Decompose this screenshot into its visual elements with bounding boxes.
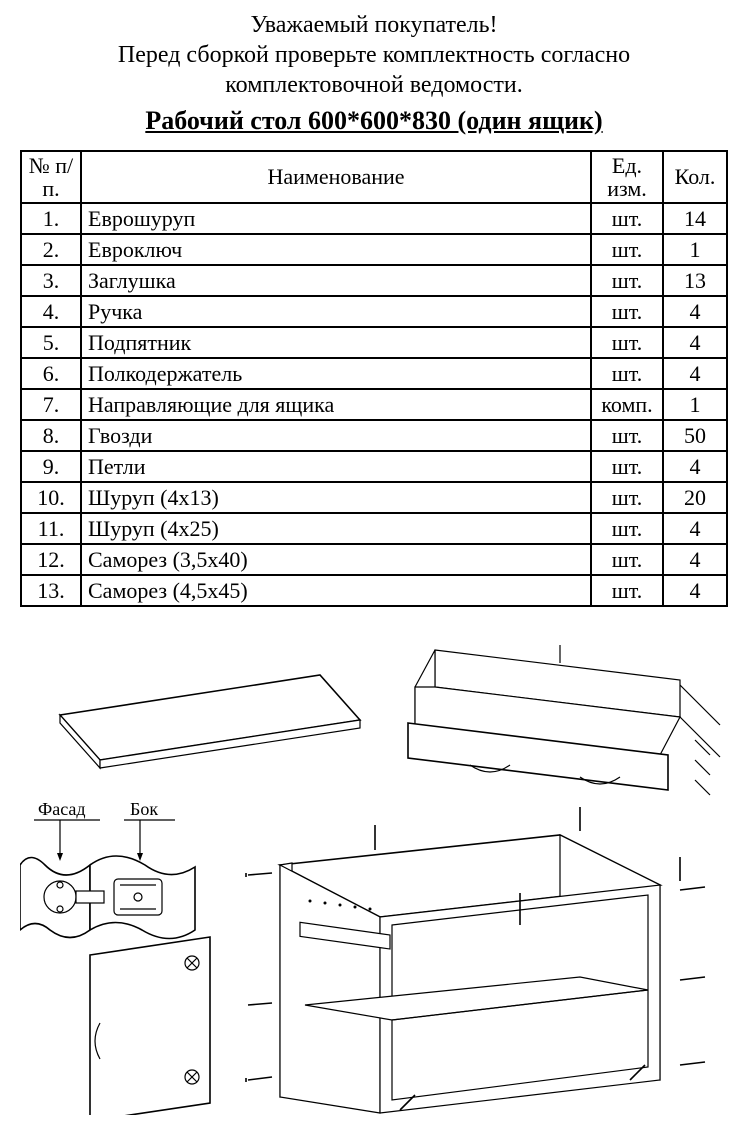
cell-num: 1. (21, 203, 81, 234)
cell-num: 12. (21, 544, 81, 575)
cell-unit: шт. (591, 358, 663, 389)
cell-name: Заглушка (81, 265, 591, 296)
label-side: Бок (130, 799, 158, 819)
cell-unit: шт. (591, 575, 663, 606)
cell-num: 9. (21, 451, 81, 482)
cell-qty: 4 (663, 327, 727, 358)
diagram-tabletop (60, 675, 360, 768)
cell-unit: шт. (591, 482, 663, 513)
cell-unit: шт. (591, 451, 663, 482)
th-num: № п/п. (21, 151, 81, 203)
th-name: Наименование (81, 151, 591, 203)
cell-name: Саморез (3,5х40) (81, 544, 591, 575)
cell-qty: 4 (663, 451, 727, 482)
intro-line-2: Перед сборкой проверьте комплектность со… (20, 40, 728, 70)
cell-name: Еврошуруп (81, 203, 591, 234)
cell-num: 5. (21, 327, 81, 358)
cell-qty: 4 (663, 513, 727, 544)
cell-num: 11. (21, 513, 81, 544)
intro-line-1: Уважаемый покупатель! (20, 10, 728, 40)
cell-num: 2. (21, 234, 81, 265)
diagram-hinge-detail: Фасад Бок (20, 799, 195, 939)
table-row: 11.Шуруп (4х25)шт.4 (21, 513, 727, 544)
cell-unit: шт. (591, 513, 663, 544)
table-row: 3.Заглушкашт.13 (21, 265, 727, 296)
th-qty: Кол. (663, 151, 727, 203)
diagram-cabinet (246, 807, 705, 1113)
table-header-row: № п/п. Наименование Ед. изм. Кол. (21, 151, 727, 203)
cell-qty: 1 (663, 234, 727, 265)
cell-name: Петли (81, 451, 591, 482)
intro-line-3: комплектовочной ведомости. (20, 70, 728, 100)
cell-name: Гвозди (81, 420, 591, 451)
table-row: 10.Шуруп (4х13)шт.20 (21, 482, 727, 513)
cell-name: Шуруп (4х13) (81, 482, 591, 513)
cell-num: 10. (21, 482, 81, 513)
table-row: 1.Еврошурупшт.14 (21, 203, 727, 234)
cell-name: Полкодержатель (81, 358, 591, 389)
intro-text: Уважаемый покупатель! Перед сборкой пров… (20, 10, 728, 100)
assembly-diagram: Фасад Бок (20, 625, 728, 1115)
table-row: 6.Полкодержательшт.4 (21, 358, 727, 389)
cell-qty: 50 (663, 420, 727, 451)
table-row: 7.Направляющие для ящикакомп.1 (21, 389, 727, 420)
table-row: 13.Саморез (4,5х45)шт.4 (21, 575, 727, 606)
cell-unit: шт. (591, 234, 663, 265)
parts-table: № п/п. Наименование Ед. изм. Кол. 1.Евро… (20, 150, 728, 607)
table-row: 8.Гвоздишт.50 (21, 420, 727, 451)
cell-unit: шт. (591, 327, 663, 358)
diagram-door (90, 937, 210, 1115)
cell-name: Подпятник (81, 327, 591, 358)
cell-qty: 13 (663, 265, 727, 296)
cell-qty: 4 (663, 575, 727, 606)
cell-unit: шт. (591, 265, 663, 296)
cell-qty: 4 (663, 296, 727, 327)
cell-unit: шт. (591, 203, 663, 234)
cell-num: 8. (21, 420, 81, 451)
product-title: Рабочий стол 600*600*830 (один ящик) (20, 106, 728, 136)
table-row: 2.Евроключшт.1 (21, 234, 727, 265)
table-row: 5.Подпятникшт.4 (21, 327, 727, 358)
cell-unit: шт. (591, 544, 663, 575)
cell-unit: комп. (591, 389, 663, 420)
th-unit: Ед. изм. (591, 151, 663, 203)
cell-unit: шт. (591, 420, 663, 451)
cell-num: 7. (21, 389, 81, 420)
cell-num: 4. (21, 296, 81, 327)
cell-name: Ручка (81, 296, 591, 327)
diagram-drawer (408, 645, 720, 795)
cell-qty: 1 (663, 389, 727, 420)
table-row: 9.Петлишт.4 (21, 451, 727, 482)
cell-name: Шуруп (4х25) (81, 513, 591, 544)
cell-qty: 4 (663, 544, 727, 575)
table-row: 12.Саморез (3,5х40)шт.4 (21, 544, 727, 575)
cell-num: 6. (21, 358, 81, 389)
cell-name: Саморез (4,5х45) (81, 575, 591, 606)
cell-num: 13. (21, 575, 81, 606)
cell-qty: 4 (663, 358, 727, 389)
cell-unit: шт. (591, 296, 663, 327)
table-row: 4.Ручкашт.4 (21, 296, 727, 327)
cell-name: Направляющие для ящика (81, 389, 591, 420)
label-facade: Фасад (38, 799, 86, 819)
cell-name: Евроключ (81, 234, 591, 265)
cell-num: 3. (21, 265, 81, 296)
cell-qty: 14 (663, 203, 727, 234)
cell-qty: 20 (663, 482, 727, 513)
